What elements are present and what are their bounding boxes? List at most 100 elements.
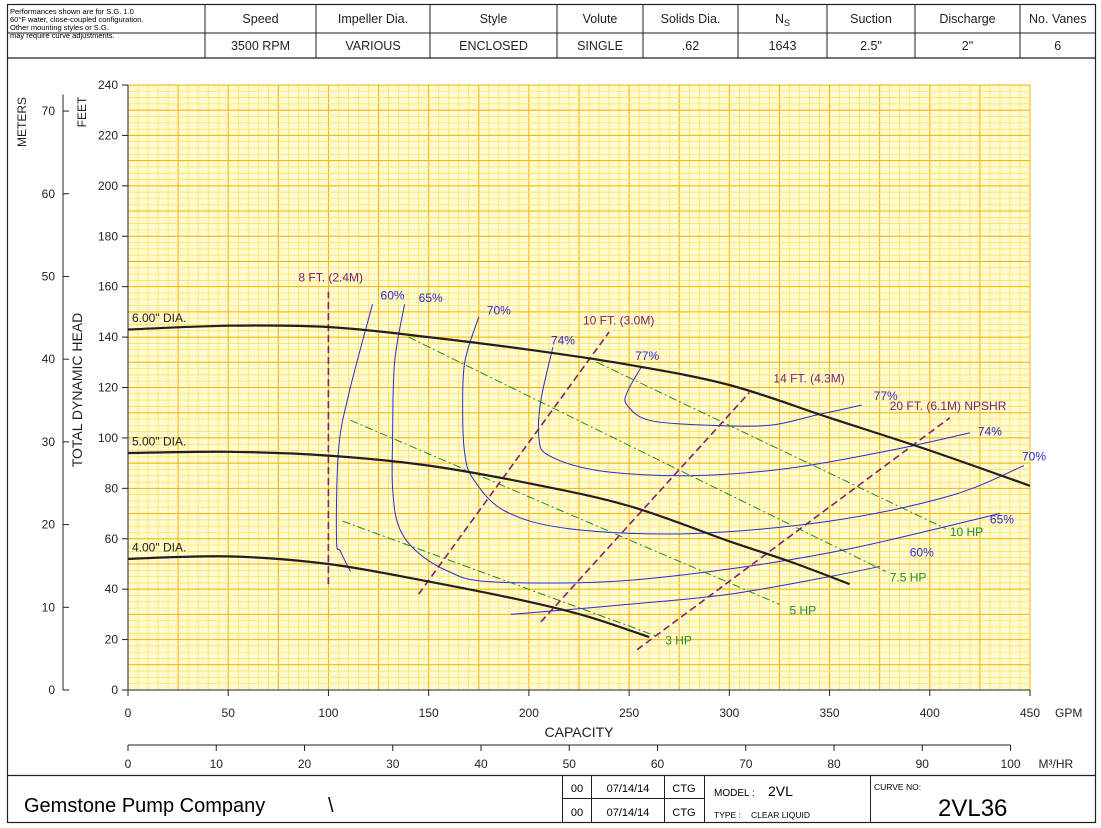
header-value: 2" [962, 39, 973, 53]
model-value: 2VL [768, 783, 793, 799]
company-suffix: \ [328, 795, 334, 817]
header-value: ENCLOSED [459, 39, 528, 53]
curve-no-value: 2VL36 [938, 795, 1007, 822]
y-unit-label-feet: FEET [75, 96, 89, 127]
revision-number: 00 [571, 783, 583, 795]
x-tick-label: 150 [419, 706, 439, 720]
revision-date: 07/14/14 [607, 783, 650, 795]
x-tick-label: 300 [719, 706, 739, 720]
efficiency-contour-74 [537, 347, 971, 477]
header-label-n: NS [775, 12, 790, 28]
chart-labels: 60% 60% 65% 65% 70% 70% 74% 74% 77% 77% 3 HP 5 HP 7.… [132, 271, 1046, 648]
y-unit-label-meters: METERS [15, 97, 29, 147]
header-value: SINGLE [577, 39, 623, 53]
footer: Gemstone Pump Company \ 00 07/14/14 CTG … [7, 774, 1096, 822]
efficiency-contour-77 [624, 367, 862, 427]
efficiency-label: 77% [635, 349, 659, 363]
y-tick-label: 140 [98, 330, 118, 344]
efficiency-contour-70 [462, 316, 1025, 535]
efficiency-label: 77% [874, 389, 898, 403]
header-note-line: may require curve adjustments. [10, 31, 115, 40]
m3hr-tick-label: 20 [298, 757, 312, 771]
hp-line [350, 419, 780, 605]
m3hr-tick-label: 10 [210, 757, 224, 771]
efficiency-label: 74% [978, 424, 1002, 438]
type-value: CLEAR LIQUID [751, 810, 810, 820]
header-label-style: Style [480, 12, 508, 26]
y-tick-label: 60 [105, 532, 119, 546]
npshr-line [540, 391, 750, 623]
revision-number: 00 [571, 807, 583, 819]
npshr-label: 8 FT. (2.4M) [298, 271, 363, 285]
meters-tick-label: 30 [42, 435, 56, 449]
meters-tick-label: 10 [42, 600, 56, 614]
x-tick-label: 100 [318, 706, 338, 720]
header-label-volute: Volute [583, 12, 618, 26]
npshr-label: 20 FT. (6.1M) NPSHR [890, 399, 1007, 413]
hp-label: 10 HP [950, 525, 983, 539]
npshr-line [636, 417, 951, 651]
hp-label: 3 HP [665, 634, 692, 648]
revision-by: CTG [672, 807, 695, 819]
y-tick-label: 180 [98, 229, 118, 243]
x-tick-label: 50 [222, 706, 236, 720]
y-tick-label: 100 [98, 431, 118, 445]
x-axis-title: CAPACITY [545, 724, 615, 740]
npshr-label: 14 FT. (4.3M) [773, 371, 844, 385]
m3hr-tick-label: 30 [386, 757, 400, 771]
efficiency-label: 74% [551, 334, 575, 348]
m3hr-tick-label: 0 [125, 757, 132, 771]
y-tick-label: 20 [105, 633, 119, 647]
header-value: 3500 RPM [231, 39, 290, 53]
efficiency-label: 70% [487, 303, 511, 317]
efficiency-label: 70% [1022, 450, 1046, 464]
m3hr-tick-label: 40 [474, 757, 488, 771]
efficiency-label: 60% [381, 288, 405, 302]
meters-tick-label: 60 [42, 187, 56, 201]
meters-tick-label: 50 [42, 269, 56, 283]
sheet-border [6, 3, 1097, 824]
header-value: .62 [682, 39, 699, 53]
header-note-line: Performances shown are for S.G. 1.0 [10, 7, 134, 16]
header-label-subscript: S [784, 18, 790, 28]
header-label-solids-dia: Solids Dia. [661, 12, 721, 26]
header-note-line: Other mounting styles or S.G. [10, 23, 109, 32]
y-tick-label: 0 [111, 683, 118, 697]
meters-tick-label: 70 [42, 104, 56, 118]
grid [127, 84, 1031, 691]
head-curve [127, 450, 850, 586]
x-tick-label: 400 [920, 706, 940, 720]
y-axis-title: TOTAL DYNAMIC HEAD [69, 313, 85, 468]
header-label-suction: Suction [850, 12, 892, 26]
header-label-no-vanes: No. Vanes [1029, 12, 1086, 26]
meters-tick-label: 20 [42, 518, 56, 532]
x-tick-label: 450 [1020, 706, 1040, 720]
axes: 0 50 100 150 200 250 300 350 400 450 GPMCAPACITY02… [15, 78, 1082, 771]
header-note-line: 60°F water, close-coupled configuration. [10, 15, 144, 24]
x-unit-label: GPM [1055, 706, 1082, 720]
efficiency-contour-65 [391, 304, 1001, 584]
efficiency-label: 60% [910, 545, 934, 559]
m3hr-tick-label: 50 [563, 757, 577, 771]
impeller-diameter-label: 6.00" DIA. [132, 311, 186, 325]
m3hr-tick-label: 60 [651, 757, 665, 771]
efficiency-contour-60 [510, 566, 880, 615]
y-tick-label: 200 [98, 179, 118, 193]
header-label-impeller-dia: Impeller Dia. [338, 12, 408, 26]
m3hr-tick-label: 80 [827, 757, 841, 771]
header-note: Performances shown are for S.G. 1.0 60°F… [10, 7, 144, 40]
header-value: 1643 [769, 39, 797, 53]
hp-label: 5 HP [789, 603, 816, 617]
m3hr-tick-label: 70 [739, 757, 753, 771]
m3hr-unit-label: M³/HR [1039, 757, 1074, 771]
y-tick-label: 80 [105, 481, 119, 495]
y-tick-label: 40 [105, 582, 119, 596]
npshr-line [417, 331, 610, 595]
header-label-speed: Speed [242, 12, 278, 26]
m3hr-tick-label: 90 [916, 757, 930, 771]
header-value: 6 [1054, 39, 1061, 53]
hp-label: 7.5 HP [890, 571, 927, 585]
y-tick-label: 220 [98, 128, 118, 142]
head-curve [127, 555, 650, 639]
